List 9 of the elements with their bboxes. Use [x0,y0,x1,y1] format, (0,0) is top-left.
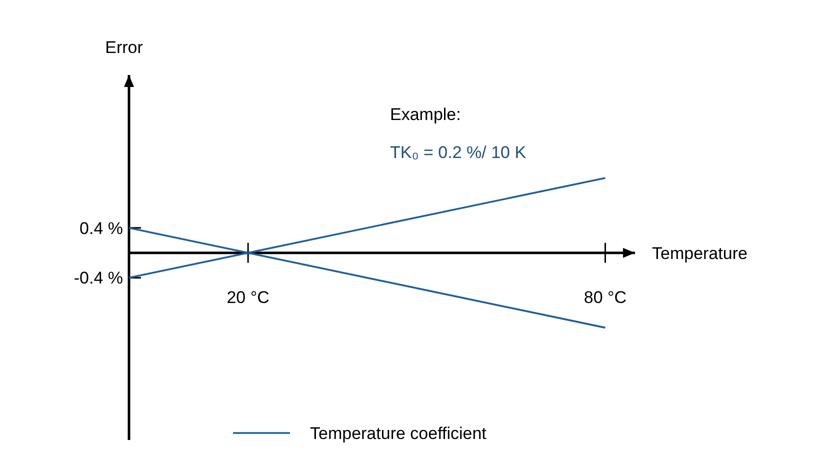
annotation: TK₀ = 0.2 %/ 10 K [390,143,527,162]
x-tick-label: 20 °C [226,288,270,307]
annotation: Example: [390,105,461,124]
x-tick-label: 80 °C [584,288,627,307]
y-tick-label: -0.4 % [74,268,123,288]
y-axis-title: Error [105,38,144,57]
y-tick-label: 0.4 % [80,218,123,238]
legend-label: Temperature coefficient [310,424,487,443]
x-axis-title: Temperature [652,244,748,263]
